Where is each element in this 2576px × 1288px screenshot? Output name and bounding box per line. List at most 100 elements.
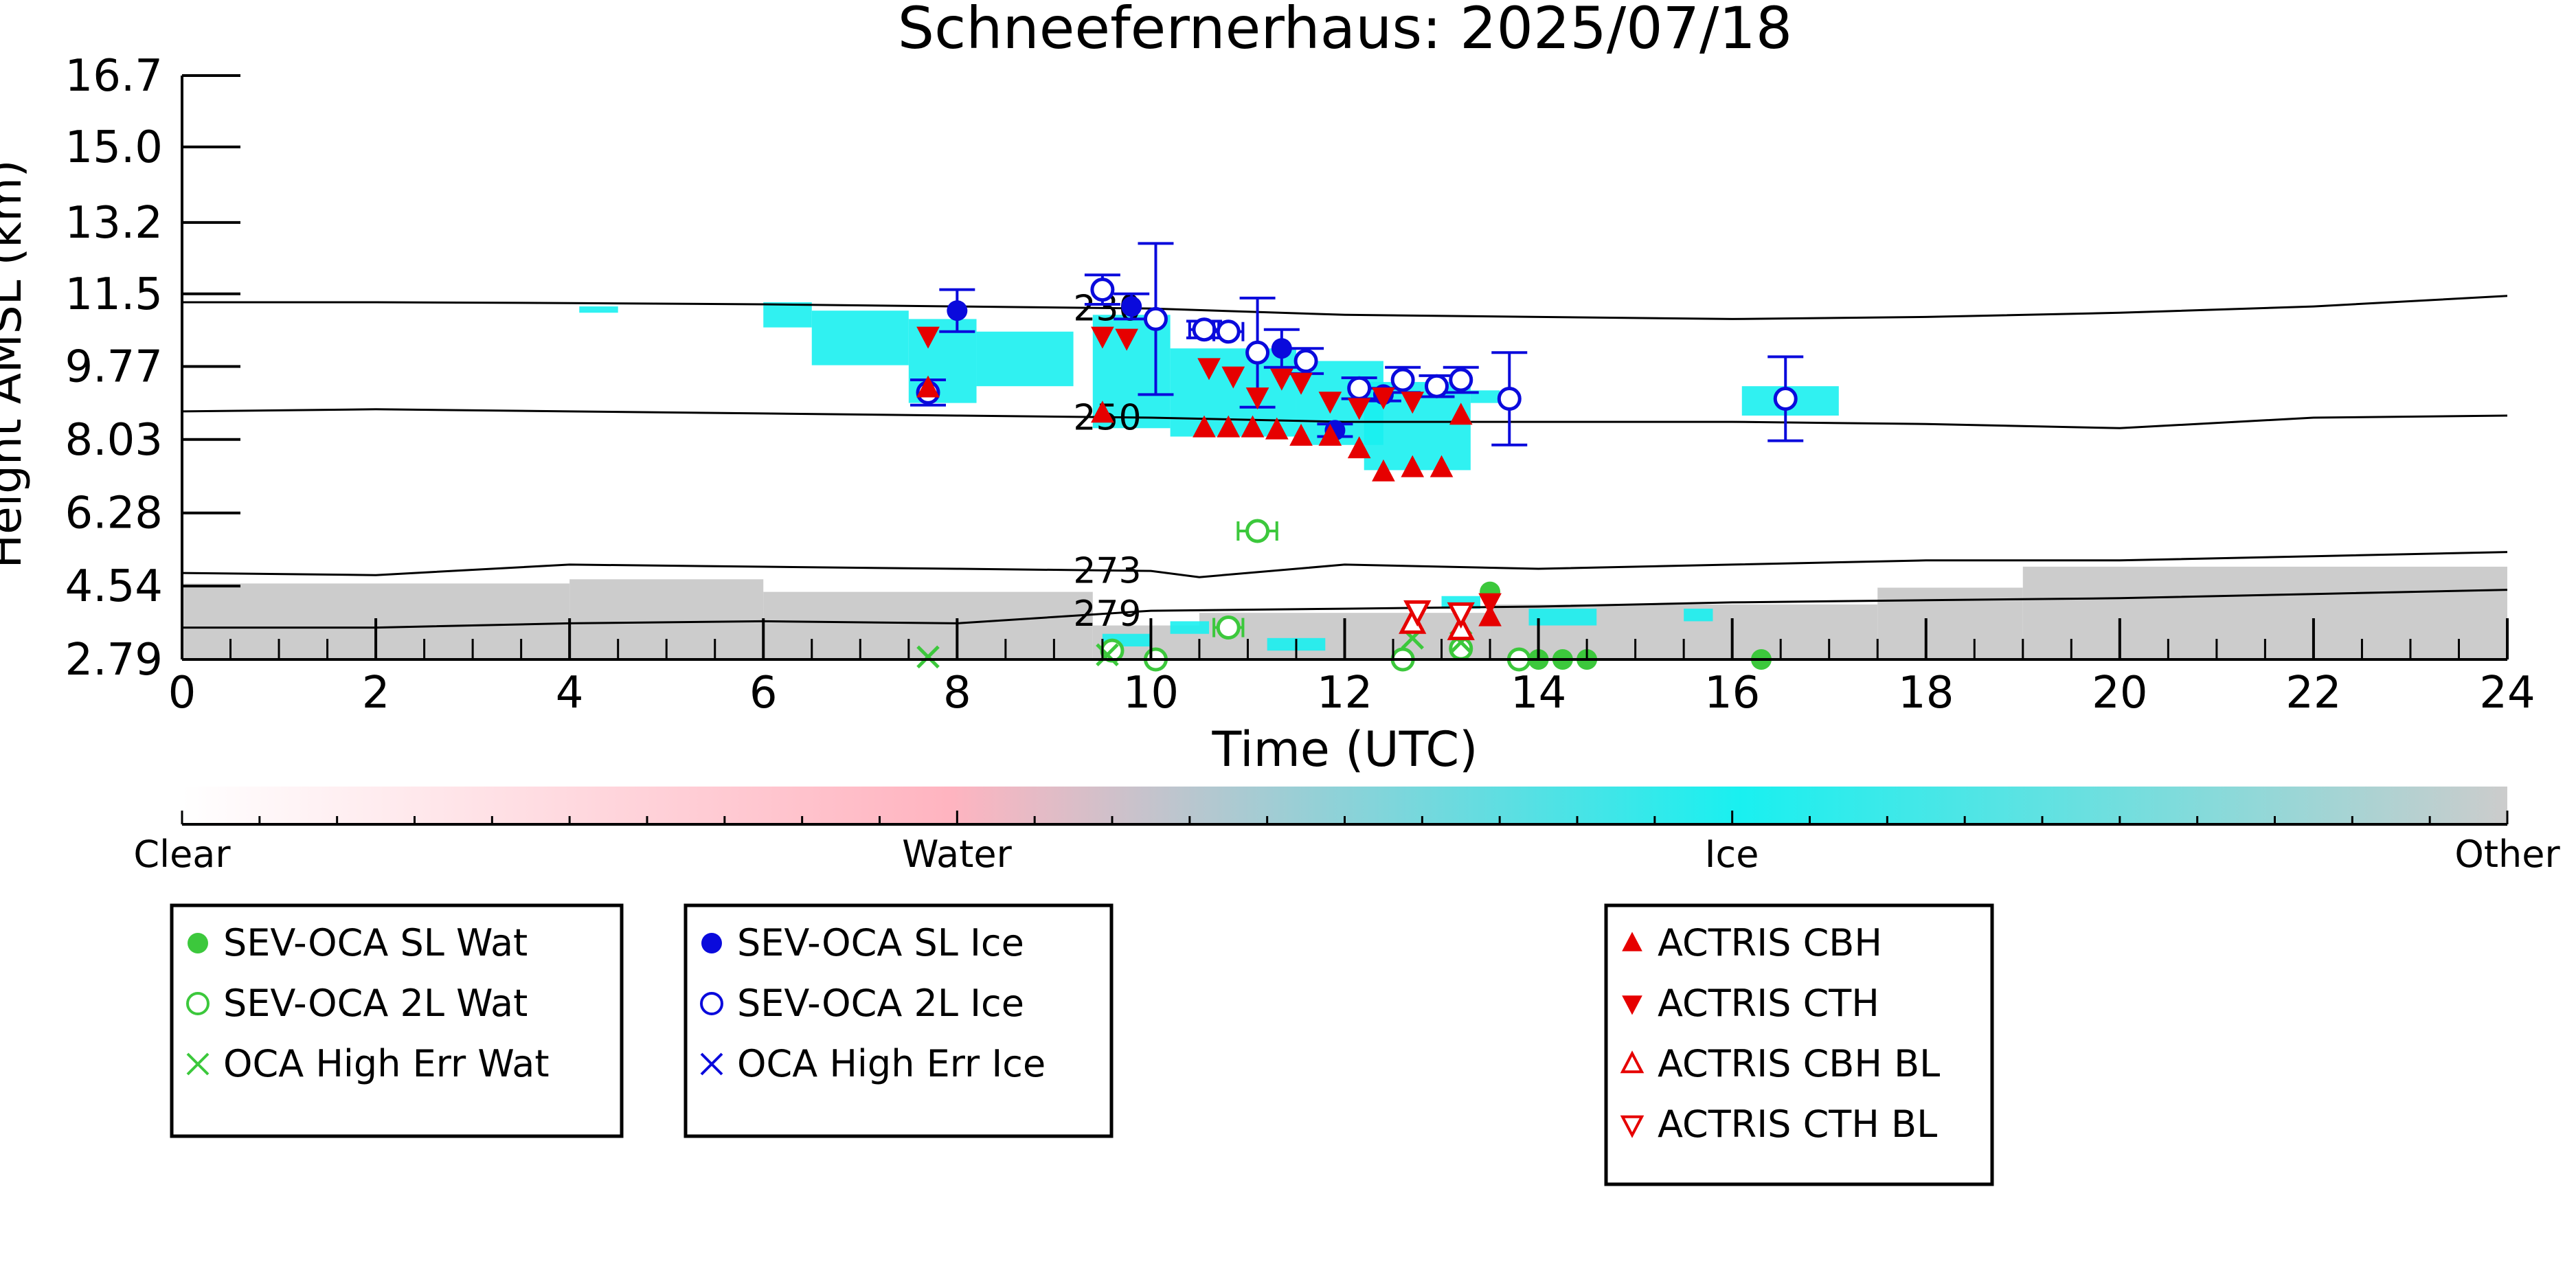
legend-label: ACTRIS CTH BL — [1658, 1103, 1937, 1146]
marker-triangle-up — [1265, 417, 1289, 440]
marker-triangle-down — [1289, 372, 1313, 395]
marker-triangle-up — [1091, 400, 1114, 423]
marker-triangle-up — [1318, 423, 1342, 446]
legend-frame — [170, 903, 624, 1138]
y-tick-label: 15.0 — [65, 122, 163, 173]
y-tick-label: 16.7 — [65, 51, 163, 102]
x-tick-label: 2 — [362, 668, 390, 719]
marker-triangle-down — [1447, 602, 1475, 629]
ice-mask-region — [763, 302, 812, 328]
colorbar-ticks — [181, 811, 2509, 826]
marker-triangle-down — [1620, 1115, 1645, 1138]
legends: SEV-OCA SL Wat SEV-OCA 2L Wat OCA High Err… — [170, 903, 1994, 1186]
legend-label: SEV-OCA 2L Ice — [737, 982, 1024, 1025]
series-actris-cth — [916, 326, 1502, 615]
legend-box-3: ACTRIS CBH ACTRIS CTH ACTRIS CBH BL ACTRIS … — [1604, 903, 1994, 1186]
y-tick-label: 13.2 — [65, 198, 163, 249]
marker-cross — [700, 1052, 723, 1076]
marker-ring — [1192, 317, 1217, 342]
marker-ring — [1449, 368, 1473, 392]
chart-title: Schneefernerhaus: 2025/07/18 — [898, 0, 1793, 62]
marker-triangle-down — [1115, 328, 1138, 351]
marker-triangle-up — [1241, 415, 1265, 438]
x-tick-label: 22 — [2285, 668, 2341, 719]
legend-label: ACTRIS CTH — [1658, 982, 1879, 1025]
other-mask-region — [763, 591, 1093, 659]
colorbar-label-ice: Ice — [1705, 833, 1759, 876]
marker-triangle-down — [1318, 392, 1342, 414]
marker-ring — [700, 992, 723, 1015]
marker-triangle-down — [1269, 368, 1293, 391]
colorbar-label-water: Water — [902, 833, 1012, 876]
marker-dot — [947, 300, 968, 321]
marker-triangle-down — [1403, 600, 1432, 627]
x-tick-label: 16 — [1704, 668, 1760, 719]
legend-frame — [683, 903, 1114, 1138]
x-tick-label: 18 — [1898, 668, 1954, 719]
marker-ring — [1143, 306, 1168, 331]
marker-triangle-up — [1478, 604, 1502, 626]
marker-ring — [1773, 387, 1798, 411]
marker-ring — [1216, 319, 1241, 344]
x-tick-label: 14 — [1511, 668, 1566, 719]
y-tick-label: 11.5 — [65, 269, 163, 320]
ice-mask-region — [976, 331, 1074, 387]
ice-mask-region — [811, 310, 909, 365]
x-tick-label: 8 — [943, 668, 971, 719]
ice-mask-region — [579, 306, 618, 313]
y-tick-label: 4.54 — [65, 561, 163, 612]
legend-label: SEV-OCA SL Wat — [223, 921, 528, 964]
marker-ring — [1216, 615, 1241, 640]
marker-ring — [1390, 368, 1415, 392]
legend-label: SEV-OCA 2L Wat — [223, 982, 528, 1025]
marker-dot — [1121, 296, 1142, 317]
legend-label: ACTRIS CBH BL — [1658, 1042, 1940, 1085]
legend-label: ACTRIS CBH — [1658, 921, 1882, 964]
x-axis-label: Time (UTC) — [1212, 721, 1478, 778]
marker-triangle-up — [916, 375, 940, 398]
marker-ring — [1497, 387, 1522, 411]
x-tick-label: 0 — [168, 668, 196, 719]
phase-colorbar: Clear Water Ice Other — [133, 787, 2560, 876]
marker-triangle-down — [1401, 392, 1425, 414]
colorbar-label-clear: Clear — [133, 833, 231, 876]
marker-cross — [916, 645, 940, 669]
marker-triangle-down — [1197, 358, 1221, 381]
marker-triangle-up — [1430, 455, 1454, 477]
marker-ring — [1245, 340, 1270, 365]
marker-triangle-down — [1221, 366, 1245, 389]
marker-triangle-down — [1478, 593, 1502, 615]
marker-triangle-down — [1372, 387, 1395, 410]
marker-triangle-up — [1372, 459, 1395, 482]
marker-ring — [1245, 519, 1270, 543]
ice-mask-region — [1170, 621, 1210, 634]
legend-label: OCA High Err Wat — [223, 1042, 550, 1085]
x-tick-label: 4 — [556, 668, 584, 719]
marker-triangle-down — [1347, 398, 1371, 420]
marker-cross — [1096, 643, 1119, 667]
legend-box-1: SEV-OCA SL Wat SEV-OCA 2L Wat OCA High Err… — [170, 903, 624, 1138]
legend-frame — [1604, 903, 1994, 1186]
contour-line-250 — [182, 408, 2507, 429]
marker-dot — [701, 933, 722, 953]
marker-triangle-down — [1091, 326, 1114, 349]
x-tick-label: 12 — [1317, 668, 1372, 719]
y-axis-label: Height AMSL (km) — [0, 160, 32, 569]
marker-ring — [1347, 376, 1372, 400]
x-tick-label: 10 — [1123, 668, 1179, 719]
x-tick-label: 20 — [2092, 668, 2147, 719]
plot-axes: 0 2 4 6 8 10 12 14 16 18 20 22 242.794.546.288.039.7… — [65, 51, 2535, 719]
marker-triangle-up — [1217, 415, 1241, 438]
marker-triangle-down — [916, 326, 940, 349]
contour-label-279: 279 — [1073, 594, 1141, 635]
y-tick-label: 2.79 — [65, 635, 163, 686]
marker-triangle-up — [1449, 403, 1473, 425]
marker-triangle-down — [1245, 387, 1269, 410]
marker-triangle-up — [1620, 1050, 1645, 1074]
x-tick-label: 24 — [2479, 668, 2535, 719]
marker-dot — [1271, 338, 1292, 359]
marker-triangle-up — [1401, 455, 1425, 477]
y-tick-label: 9.77 — [65, 341, 163, 392]
y-tick-label: 6.28 — [65, 488, 163, 539]
